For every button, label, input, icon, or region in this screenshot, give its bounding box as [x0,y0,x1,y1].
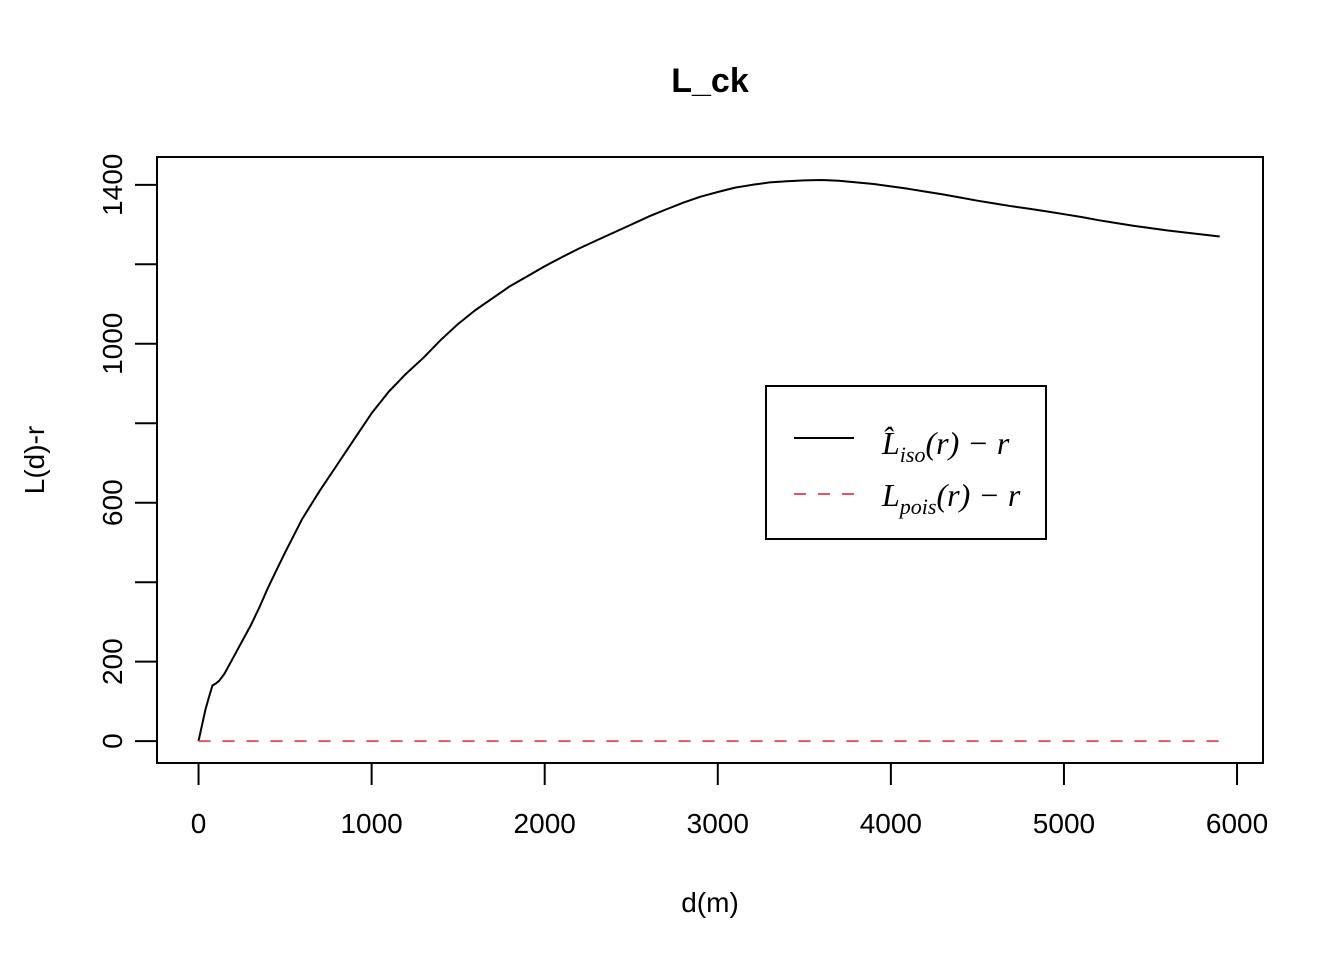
x-tick-label: 3000 [687,808,749,839]
legend-pois-sub: pois [898,494,937,519]
legend-iso-suffix: (r) − r [925,425,1009,461]
plot-frame [156,156,1264,764]
x-tick-label: 0 [191,808,207,839]
legend-box [765,385,1047,540]
x-axis-label: d(m) [681,887,739,918]
series-layer [197,179,1220,743]
y-tick-label: 1000 [97,313,128,375]
legend-iso-main: L̂ [881,425,900,461]
y-axis-label: L(d)-r [19,426,50,494]
series-line-iso [197,179,1220,742]
y-tick-label: 1400 [97,154,128,216]
chart-title: L_ck [671,62,749,100]
x-tick-label: 5000 [1033,808,1095,839]
x-tick-label: 6000 [1206,808,1268,839]
legend-entry-iso: L̂iso(r) − r [881,425,1010,467]
x-tick-label: 1000 [340,808,402,839]
y-tick-label: 200 [97,638,128,685]
x-tick-label: 4000 [860,808,922,839]
legend-iso-sub: iso [900,442,926,467]
legend-pois-main: L [881,477,900,513]
x-axis: 0 1000 2000 3000 4000 5000 6000 [191,762,1268,839]
legend-pois-suffix: (r) − r [936,477,1020,513]
y-axis: 0 200 600 1000 1400 [97,154,158,749]
y-tick-label: 0 [97,733,128,749]
legend: L̂iso(r) − r Lpois(r) − r [765,385,1047,540]
legend-entry-pois: Lpois(r) − r [881,477,1021,519]
x-tick-label: 2000 [514,808,576,839]
y-tick-label: 600 [97,479,128,526]
